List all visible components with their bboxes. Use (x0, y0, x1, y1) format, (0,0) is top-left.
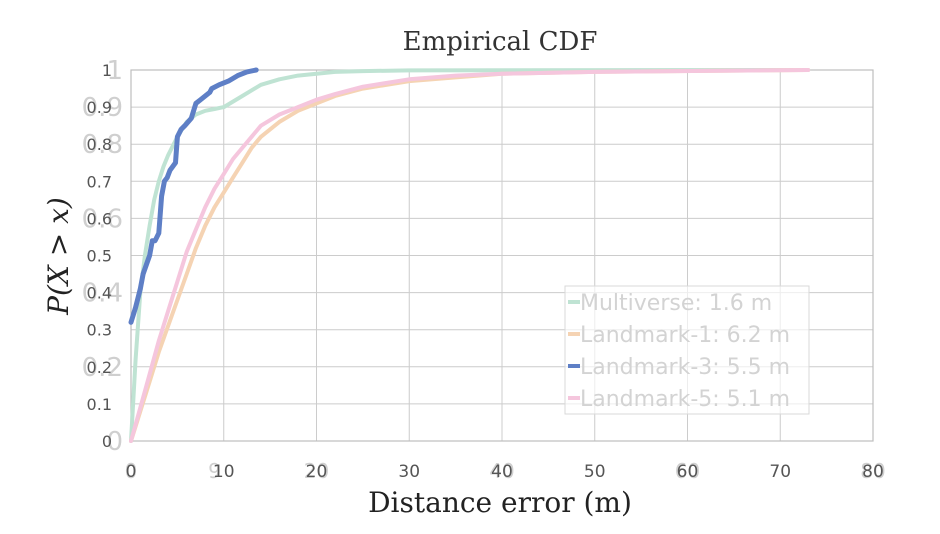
legend-label: Multiverse: 1.6 m (580, 291, 772, 316)
ghost-x-tick-label: 60 (675, 459, 700, 483)
x-axis-label: Distance error (m) (368, 486, 632, 519)
y-tick-label: 0.5 (87, 247, 112, 266)
y-tick-label: 0.1 (87, 395, 112, 414)
ghost-x-tick-label: 20 (304, 459, 329, 483)
x-tick-label: 0 (126, 462, 137, 482)
axis-tick-labels: 0 10 20 30 40 50 60 70 8000.10.20.30.40.50.60.70… (87, 61, 884, 482)
ghost-x-tick-label: 80 (860, 459, 885, 483)
ghost-y-tick-label: 0 (106, 427, 123, 457)
y-tick-label: 0.8 (87, 135, 112, 154)
series-line (128, 67, 259, 325)
legend-label: Landmark-5: 5.1 m (580, 387, 790, 412)
ghost-y-tick-label: 1 (106, 56, 123, 86)
legend: Multiverse: 1.6 m Landmark-1: 6.2 m Landma… (564, 285, 810, 415)
y-tick-label: 0.6 (87, 209, 112, 228)
chart-title: Empirical CDF (403, 27, 598, 57)
x-tick-label: 80 (862, 462, 884, 482)
y-tick-label: 0.7 (87, 172, 112, 191)
ghost-y-tick-label: 0.2 (82, 353, 123, 383)
legend-box (564, 285, 810, 415)
x-tick-label: 40 (491, 462, 513, 482)
legend-label: Landmark-3: 5.5 m (580, 355, 790, 380)
ghost-y-tick-label: 0.4 (82, 279, 123, 309)
ghost-y-tick-label: 0.6 (82, 204, 123, 234)
ghost-x-tick-label: 9 (208, 459, 221, 483)
x-tick-label: 60 (677, 462, 699, 482)
ghost-x-tick-label: 40 (489, 459, 514, 483)
y-tick-label: 0 (102, 432, 112, 451)
ghost-y-tick-label: 0.8 (82, 130, 123, 160)
y-tick-label: 1 (102, 61, 112, 80)
ghost-tick-labels: 0 9 20 40 60 80 0 0.2 0.4 0.6 0.8 0.9 1 (82, 56, 886, 483)
y-tick-label: 0.2 (87, 358, 112, 377)
y-tick-label: 0.4 (87, 284, 112, 303)
x-tick-label: 20 (306, 462, 328, 482)
y-tick-label: 0.9 (87, 98, 112, 117)
ghost-x-tick-label: 0 (125, 459, 138, 483)
x-tick-label: 30 (398, 462, 420, 482)
ghost-y-tick-label: 0.9 (82, 93, 123, 123)
y-axis-label: P(X > x) (42, 197, 75, 316)
x-tick-label: 10 (213, 462, 235, 482)
series-lines (128, 67, 811, 443)
series-line (129, 68, 811, 443)
x-tick-label: 70 (769, 462, 791, 482)
x-tick-label: 50 (584, 462, 606, 482)
legend-label: Landmark-1: 6.2 m (580, 323, 790, 348)
series-line (129, 68, 811, 443)
y-tick-label: 0.3 (87, 321, 112, 340)
